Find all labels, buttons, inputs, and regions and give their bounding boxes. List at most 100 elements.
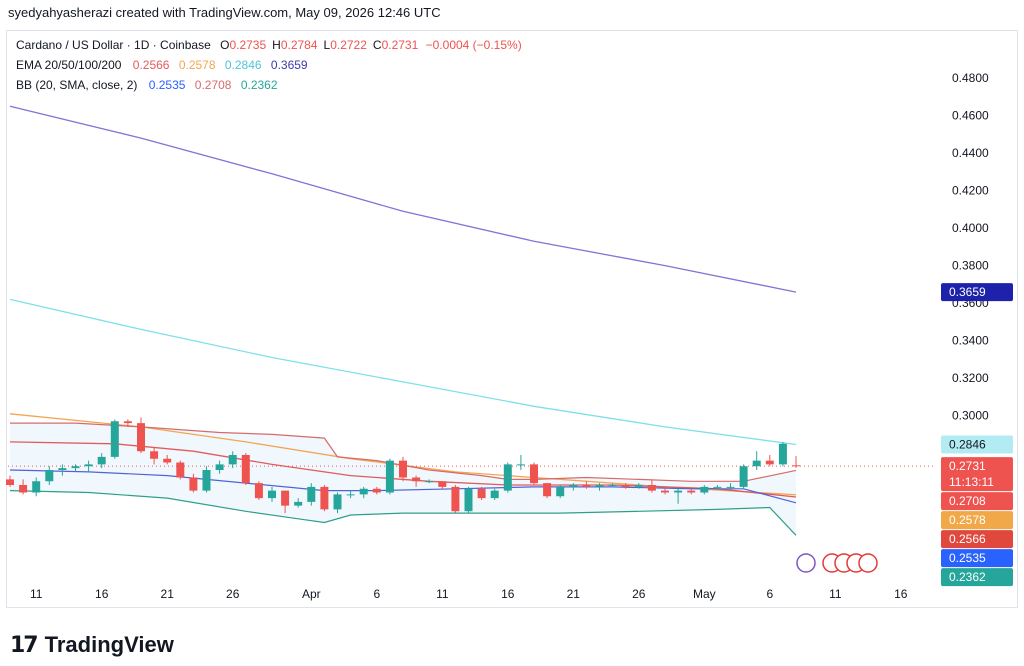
ema-legend: EMA 20/50/100/200 0.2566 0.2578 0.2846 0… xyxy=(16,58,308,72)
ohlc-value-h: 0.2784 xyxy=(280,38,318,52)
price-label-box xyxy=(941,457,1013,492)
candle xyxy=(726,486,735,488)
price-label-text: 0.2535 xyxy=(949,551,986,565)
x-tick-label: 21 xyxy=(567,587,581,601)
candle xyxy=(123,421,132,424)
x-tick-label: 16 xyxy=(894,587,908,601)
price-label-box xyxy=(941,492,1013,511)
candle xyxy=(399,460,407,478)
x-tick-label: May xyxy=(693,587,716,601)
y-tick-label: 0.3000 xyxy=(952,409,989,423)
candle xyxy=(582,485,591,487)
price-change: −0.0004 (−0.15%) xyxy=(425,38,522,52)
y-tick-label: 0.4400 xyxy=(952,146,989,160)
y-tick-label: 0.4600 xyxy=(952,109,989,123)
candle xyxy=(320,486,329,510)
price-label-text: 0.2566 xyxy=(949,532,986,546)
price-label-box xyxy=(941,549,1013,568)
candle xyxy=(674,490,683,493)
candle xyxy=(45,470,54,482)
candle xyxy=(228,455,237,465)
candle xyxy=(661,490,669,493)
candle xyxy=(608,485,617,486)
lightning-event-icon[interactable] xyxy=(796,553,816,573)
us-flag-event-icon[interactable] xyxy=(858,553,878,573)
ohlc-key-o: O xyxy=(220,38,230,52)
candle xyxy=(333,494,342,510)
brand-name: TradingView xyxy=(44,632,174,657)
candle xyxy=(241,455,250,484)
x-tick-label: 11 xyxy=(829,587,842,601)
y-tick-label: 0.4800 xyxy=(952,71,989,85)
x-tick-label: Apr xyxy=(302,587,321,601)
chart-frame xyxy=(6,30,1018,608)
x-tick-label: 6 xyxy=(766,587,773,601)
candle xyxy=(189,477,198,491)
event-markers xyxy=(796,553,878,573)
ema100-value: 0.2846 xyxy=(224,58,262,72)
bb-upper-value: 0.2708 xyxy=(194,78,232,92)
ohlc-value-c: 0.2731 xyxy=(381,38,419,52)
candle xyxy=(490,490,499,499)
price-label-text: 0.3659 xyxy=(949,285,986,299)
candle xyxy=(215,464,224,470)
candle xyxy=(634,485,643,487)
bb-basis-value: 0.2535 xyxy=(148,78,186,92)
candle xyxy=(294,501,303,506)
price-label-box xyxy=(941,511,1013,530)
candle xyxy=(254,483,263,499)
candle xyxy=(765,460,774,465)
candle xyxy=(372,488,381,493)
candle xyxy=(6,479,14,485)
candle xyxy=(71,466,80,469)
ohlc-value-l: 0.2722 xyxy=(330,38,367,52)
candle xyxy=(700,486,709,493)
y-tick-label: 0.4200 xyxy=(952,184,989,198)
x-tick-label: 16 xyxy=(95,587,109,601)
ema50-value: 0.2578 xyxy=(178,58,216,72)
bb-legend: BB (20, SMA, close, 2) 0.2535 0.2708 0.2… xyxy=(16,78,278,92)
price-label-box xyxy=(941,568,1013,587)
candle xyxy=(556,486,565,497)
ema200-value: 0.3659 xyxy=(270,58,308,72)
candle xyxy=(110,421,119,457)
candle xyxy=(268,490,276,499)
x-tick-label: 16 xyxy=(501,587,515,601)
candle xyxy=(176,462,185,478)
candle xyxy=(569,485,578,487)
price-label-box xyxy=(941,530,1013,549)
candle xyxy=(281,490,290,506)
candle xyxy=(621,485,630,487)
candle xyxy=(163,458,172,463)
countdown-label: 11:13:11 xyxy=(949,475,994,489)
candle xyxy=(438,481,447,487)
candle xyxy=(150,451,159,459)
candle xyxy=(503,464,512,491)
chart-attribution: syedyahyasherazi created with TradingVie… xyxy=(8,5,441,20)
candle xyxy=(792,465,800,467)
bb-lower-line xyxy=(9,490,797,536)
y-tick-label: 0.3200 xyxy=(952,371,989,385)
candle xyxy=(412,477,421,482)
ema-label: EMA 20/50/100/200 xyxy=(16,58,122,72)
bb-label: BB (20, SMA, close, 2) xyxy=(16,78,138,92)
tradingview-logo-icon: 17 xyxy=(10,632,39,658)
y-tick-label: 0.4000 xyxy=(952,221,989,235)
ema20-value: 0.2566 xyxy=(132,58,170,72)
candle xyxy=(307,486,316,502)
price-label-text: 0.2708 xyxy=(949,494,986,508)
y-tick-label: 0.3800 xyxy=(952,259,989,273)
candle xyxy=(346,494,355,496)
candle xyxy=(713,486,722,488)
candle xyxy=(385,460,394,493)
y-tick-label: 0.3400 xyxy=(952,334,989,348)
candle xyxy=(359,488,368,495)
x-tick-label: 26 xyxy=(632,587,646,601)
symbol-title: Cardano / US Dollar · 1D · Coinbase xyxy=(16,38,211,52)
bb-lower-value: 0.2362 xyxy=(240,78,278,92)
bb-basis-line xyxy=(9,469,797,504)
x-tick-label: 26 xyxy=(226,587,240,601)
candle xyxy=(477,488,486,499)
x-tick-label: 11 xyxy=(436,587,449,601)
